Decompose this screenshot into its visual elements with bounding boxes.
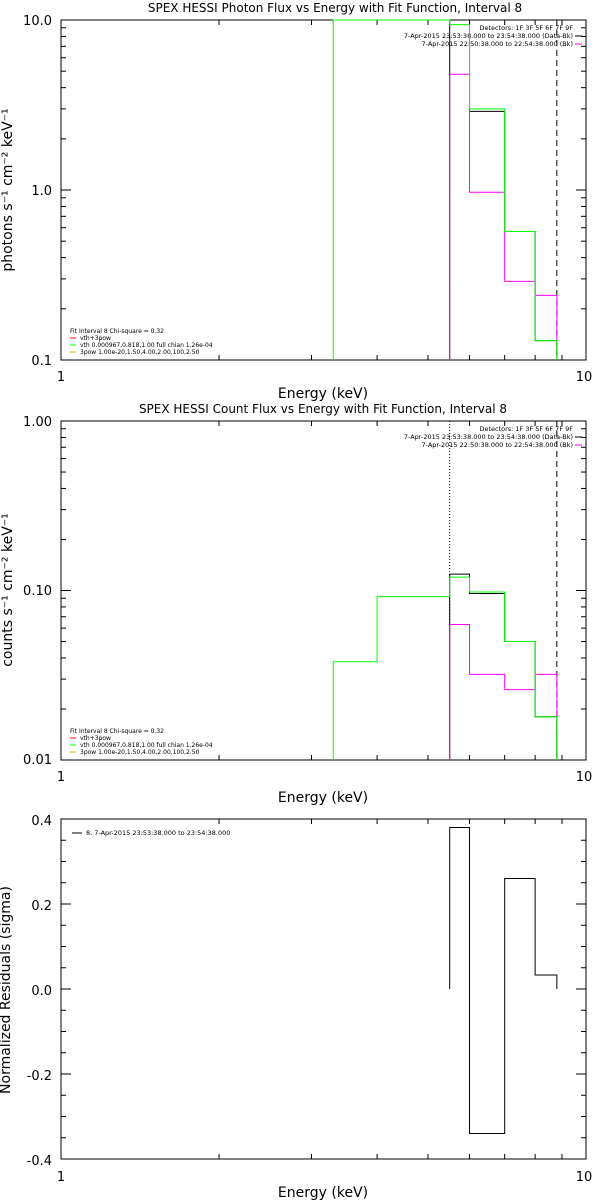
count-y-axis-label: counts s⁻¹ cm⁻² keV⁻¹ [0, 513, 16, 667]
residual-x-axis-label: Energy (keV) [278, 1185, 368, 1200]
photon-flux-panel: SPEX HESSI Photon Flux vs Energy with Fi… [0, 1, 592, 402]
photon-fit-legend: Fit Interval 8 Chi-square = 0.32 vth+3po… [70, 328, 213, 356]
residual-y-tick-label: -0.2 [27, 1069, 52, 1084]
residual-legend: 8. 7-Apr-2015 23:53:38.000 to 23:54:38.0… [72, 829, 230, 837]
chart-marks-layer [60, 19, 587, 1160]
count-y-tick-label: 1.00 [23, 415, 52, 430]
photon-legend-entry-bk: 7-Apr-2015 22:50:38.000 to 22:54:38.000 … [422, 40, 573, 48]
residual-y-tick-label: 0.0 [31, 984, 52, 999]
photon-series-bk-line [449, 73, 558, 360]
count-flux-title: SPEX HESSI Count Flux vs Energy with Fit… [139, 402, 507, 416]
count-series-bk-line [449, 624, 558, 760]
residual-y-tick-label: 0.2 [31, 899, 52, 914]
residual-series-8-line [449, 827, 558, 1134]
photon-fit-legend-vth: vth 0.000967,0.818,1.00 full chian 1.26e… [80, 342, 213, 349]
photon-y-tick-label: 0.1 [31, 354, 52, 369]
count-fit-legend: Fit Interval 8 Chi-square = 0.32 vth+3po… [70, 728, 213, 756]
count-series-vth-line [332, 576, 558, 760]
count-legend-entry-bk: 7-Apr-2015 22:50:38.000 to 22:54:38.000 … [422, 441, 573, 449]
count-legend-detectors: Detectors: 1F 3F 5F 6F 7F 9F [479, 425, 573, 433]
count-x-tick-label: 10 [576, 770, 593, 785]
photon-y-axis-label: photons s⁻¹ cm⁻² keV⁻¹ [0, 108, 16, 271]
photon-y-tick-label: 1.0 [31, 184, 52, 199]
residual-x-tick-label: 1 [57, 1170, 65, 1185]
count-flux-panel: SPEX HESSI Count Flux vs Energy with Fit… [0, 402, 592, 806]
count-y-tick-label: 0.01 [23, 753, 52, 768]
photon-flux-title: SPEX HESSI Photon Flux vs Energy with Fi… [148, 1, 522, 15]
photon-fit-legend-header: Fit Interval 8 Chi-square = 0.32 [70, 328, 164, 335]
photon-legend-entry-data-bk: 7-Apr-2015 23:53:38.000 to 23:54:38.000 … [404, 32, 573, 40]
count-y-tick-label: 0.10 [23, 584, 52, 599]
count-detector-legend: Detectors: 1F 3F 5F 6F 7F 9F 7-Apr-2015 … [404, 425, 582, 449]
photon-y-tick-label: 10.0 [23, 14, 52, 29]
count-x-tick-label: 1 [57, 770, 65, 785]
residual-legend-entry: 8. 7-Apr-2015 23:53:38.000 to 23:54:38.0… [86, 829, 230, 837]
count-legend-entry-data-bk: 7-Apr-2015 23:53:38.000 to 23:54:38.000 … [404, 433, 573, 441]
count-series-data-bk-line [449, 573, 558, 760]
count-fit-legend-vth: vth 0.000967,0.818,1.00 full chian 1.26e… [80, 742, 213, 749]
count-flux-plot-frame [60, 420, 587, 761]
photon-x-axis-label: Energy (keV) [278, 386, 368, 402]
count-fit-legend-3pow: 3pow 1.00e-20,1.50,4.00,2.00,100,2.50 [80, 749, 200, 756]
photon-x-tick-label: 1 [57, 370, 65, 385]
photon-fit-legend-3pow: 3pow 1.00e-20,1.50,4.00,2.00,100,2.50 [80, 349, 200, 356]
count-fit-legend-total: vth+3pow [80, 735, 111, 742]
residual-x-tick-label: 10 [576, 1170, 593, 1185]
photon-series-data-bk-line [449, 19, 558, 360]
residuals-panel: 0.4 0.2 0.0 -0.2 -0.4 1 10 Energy (keV) … [0, 814, 592, 1200]
photon-flux-plot-frame [60, 19, 587, 361]
residual-y-axis-label: Normalized Residuals (sigma) [0, 886, 14, 1094]
residual-y-tick-label: 0.4 [31, 814, 52, 829]
residual-y-tick-label: -0.4 [27, 1154, 52, 1169]
photon-legend-detectors: Detectors: 1F 3F 5F 6F 7F 9F [479, 24, 573, 32]
count-fit-legend-header: Fit Interval 8 Chi-square = 0.32 [70, 728, 164, 735]
photon-detector-legend: Detectors: 1F 3F 5F 6F 7F 9F 7-Apr-2015 … [404, 24, 582, 48]
count-x-axis-label: Energy (keV) [278, 790, 368, 806]
photon-series-vth-line [332, 19, 558, 360]
residuals-plot-frame [60, 818, 587, 1160]
photon-fit-legend-total: vth+3pow [80, 335, 111, 342]
photon-x-tick-label: 10 [576, 370, 593, 385]
